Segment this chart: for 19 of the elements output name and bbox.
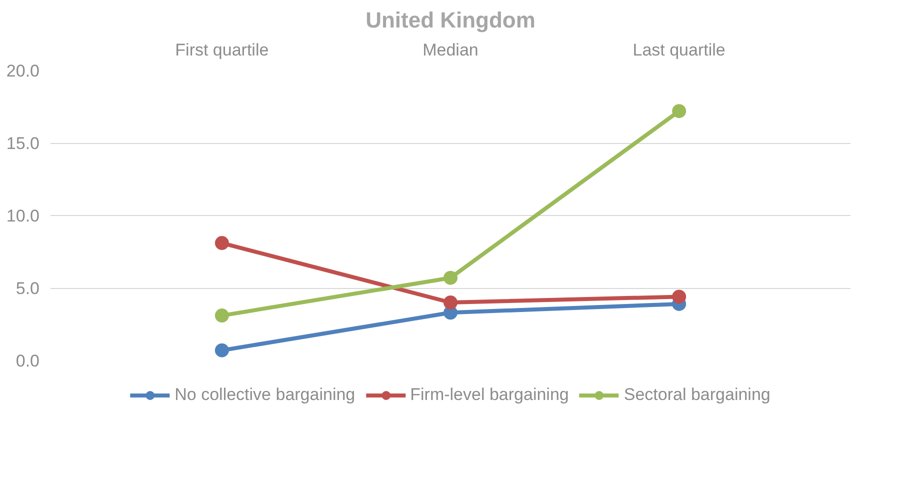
- point: [672, 290, 686, 304]
- legend-label: Sectoral bargaining: [624, 385, 770, 405]
- point: [444, 296, 458, 310]
- legend-label: No collective bargaining: [174, 385, 356, 405]
- point: [214, 343, 229, 358]
- point: [444, 270, 458, 285]
- chart-title: United Kingdom: [366, 8, 536, 32]
- point: [214, 308, 229, 323]
- y-tick-label: 15.0: [6, 134, 40, 153]
- y-tick-label: 20.0: [6, 62, 40, 80]
- y-tick-label: 0.0: [16, 352, 40, 370]
- legend-label: Firm-level bargaining: [410, 385, 569, 405]
- point: [672, 104, 686, 118]
- x-tick-label: Median: [422, 40, 478, 60]
- point: [214, 236, 229, 250]
- x-tick-label: First quartile: [175, 40, 269, 60]
- x-tick-label: Last quartile: [632, 40, 726, 60]
- y-tick-label: 10.0: [6, 206, 40, 226]
- y-tick-label: 5.0: [16, 279, 40, 298]
